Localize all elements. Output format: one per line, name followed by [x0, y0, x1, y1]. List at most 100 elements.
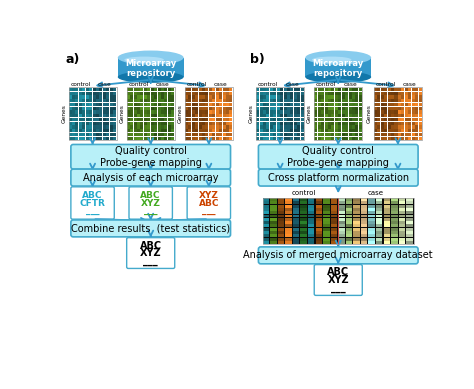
Bar [216, 137, 219, 140]
Bar [106, 107, 109, 110]
Bar [113, 137, 116, 140]
Bar [381, 114, 384, 117]
Bar [86, 88, 89, 91]
Bar [113, 125, 116, 129]
Bar [280, 107, 283, 110]
Bar [154, 99, 157, 102]
Bar [321, 103, 324, 106]
Bar [321, 92, 324, 95]
Bar [388, 118, 391, 121]
Bar [270, 221, 277, 224]
Bar [419, 137, 421, 140]
Bar [82, 118, 85, 121]
Bar [266, 110, 269, 114]
Bar [316, 224, 322, 227]
Bar [294, 118, 297, 121]
Bar [301, 208, 307, 211]
Bar [89, 137, 92, 140]
Bar [342, 92, 345, 95]
Bar [321, 99, 324, 102]
Bar [411, 125, 415, 129]
Bar [388, 114, 391, 117]
Bar [331, 221, 337, 224]
Bar [376, 228, 383, 231]
Bar [325, 103, 328, 106]
Bar [408, 95, 411, 99]
Bar [278, 228, 284, 231]
Bar [212, 92, 215, 95]
Bar [137, 137, 140, 140]
Bar [147, 99, 150, 102]
Bar [226, 114, 229, 117]
Bar [384, 110, 387, 114]
Bar [212, 103, 215, 106]
Bar [195, 114, 198, 117]
Bar [348, 118, 352, 121]
Bar [321, 88, 324, 91]
Bar [280, 122, 283, 125]
Bar [331, 218, 337, 221]
Bar [391, 221, 398, 224]
Bar [291, 99, 293, 102]
Bar [383, 228, 390, 231]
Bar [110, 107, 113, 110]
Bar [335, 122, 338, 125]
Bar [368, 198, 375, 201]
Bar [308, 198, 314, 201]
Bar [92, 137, 96, 140]
Bar [328, 95, 331, 99]
Bar [301, 103, 304, 106]
Bar [209, 107, 212, 110]
Bar [278, 231, 284, 234]
Bar [92, 99, 96, 102]
Bar [318, 133, 321, 136]
Bar [199, 103, 201, 106]
Bar [328, 88, 331, 91]
Bar [260, 95, 263, 99]
Bar [301, 122, 304, 125]
Bar [401, 133, 404, 136]
Bar [96, 99, 99, 102]
Bar [263, 125, 266, 129]
Bar [318, 103, 321, 106]
Bar [270, 238, 277, 240]
Bar [199, 107, 201, 110]
Bar [168, 103, 171, 106]
Bar [408, 129, 411, 132]
Bar [96, 122, 99, 125]
Bar [270, 211, 277, 214]
Bar [394, 125, 398, 129]
Bar [277, 133, 280, 136]
Bar [209, 114, 212, 117]
Text: ___: ___ [331, 283, 346, 293]
Bar [100, 137, 102, 140]
Bar [185, 95, 188, 99]
Bar [86, 129, 89, 132]
Bar [301, 137, 304, 140]
Bar [106, 118, 109, 121]
Bar [226, 99, 229, 102]
Bar [260, 137, 263, 140]
Bar [130, 125, 133, 129]
Bar [325, 110, 328, 114]
Bar [270, 125, 273, 129]
Bar [394, 129, 398, 132]
Bar [92, 133, 96, 136]
Bar [273, 129, 276, 132]
Bar [256, 107, 259, 110]
Bar [374, 92, 377, 95]
Bar [374, 129, 377, 132]
Bar [285, 224, 292, 227]
Bar [374, 125, 377, 129]
Bar [391, 211, 398, 214]
Bar [399, 241, 405, 244]
Bar [130, 114, 133, 117]
Bar [134, 137, 137, 140]
Bar [75, 110, 78, 114]
Bar [137, 122, 140, 125]
Bar [270, 208, 277, 211]
Bar [361, 215, 367, 217]
Bar [191, 92, 195, 95]
Bar [270, 95, 273, 99]
Bar [157, 92, 161, 95]
